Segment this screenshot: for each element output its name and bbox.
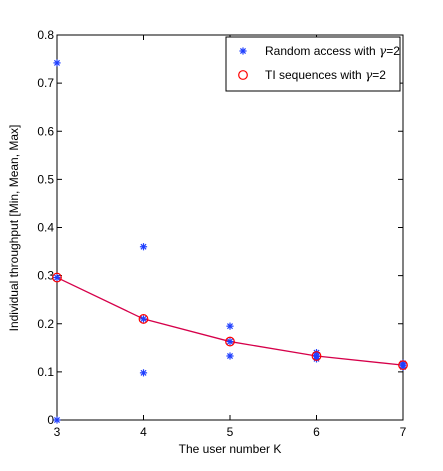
data-point-random-access (53, 416, 61, 424)
legend-main: Random access with (265, 44, 379, 58)
axis-ticks: 3 4 5 6 7 0 0.1 0.2 0.3 0.4 0.5 0.6 0.7 0.8 (37, 28, 406, 439)
legend-marker-random-access (239, 47, 247, 55)
y-tick-label: 0.3 (37, 269, 54, 283)
x-tick-label: 5 (227, 425, 234, 439)
legend: Random access with γ=2 TI sequences with… (225, 36, 401, 92)
legend-circle-icon (238, 70, 248, 80)
legend-asterisk-icon (239, 47, 247, 55)
data-point-ti-sequences (311, 351, 322, 361)
y-tick-label: 0.4 (37, 221, 54, 235)
x-axis-label: The user number K (179, 442, 282, 456)
y-tick-label: 0.1 (37, 365, 54, 379)
data-point-ti-sequences (138, 314, 149, 324)
legend-gamma: γ (365, 68, 373, 82)
legend-label-random-access: Random access with γ=2 (265, 44, 400, 58)
data-point-random-access (226, 337, 234, 346)
plot-area (56, 34, 404, 421)
data-point-random-access (53, 273, 61, 282)
x-tick-label: 6 (313, 425, 320, 439)
data-marks (52, 59, 408, 424)
y-tick-label: 0 (47, 413, 54, 427)
y-tick-label: 0.2 (37, 317, 54, 331)
x-tick-label: 4 (140, 425, 147, 439)
legend-label-ti-sequences: TI sequences with γ=2 (265, 68, 386, 82)
legend-marker-ti-sequences (238, 70, 248, 80)
x-tick-label: 3 (54, 425, 61, 439)
data-point-random-access (226, 352, 234, 360)
data-point-random-access (139, 369, 148, 377)
data-point-ti-sequences (52, 272, 62, 283)
data-point-ti-sequences (225, 336, 235, 347)
y-tick-label: 0.5 (37, 172, 54, 186)
y-tick-label: 0.8 (37, 28, 54, 42)
legend-gamma: γ (379, 44, 387, 58)
legend-tail: =2 (386, 44, 400, 58)
y-tick-label: 0.7 (37, 76, 54, 90)
data-point-ti-sequences (398, 360, 408, 371)
data-point-random-access (312, 355, 321, 363)
data-point-random-access (139, 243, 148, 251)
y-tick-label: 0.6 (37, 124, 54, 138)
data-point-random-access (139, 315, 148, 323)
legend-main: TI sequences with (265, 68, 365, 82)
y-axis-label: Individual throughput [Min, Mean, Max] (7, 125, 21, 332)
x-tick-label: 7 (400, 425, 407, 439)
data-point-random-access (53, 59, 61, 67)
legend-tail: =2 (372, 68, 386, 82)
legend-box (225, 36, 401, 92)
data-point-random-access (226, 322, 234, 330)
